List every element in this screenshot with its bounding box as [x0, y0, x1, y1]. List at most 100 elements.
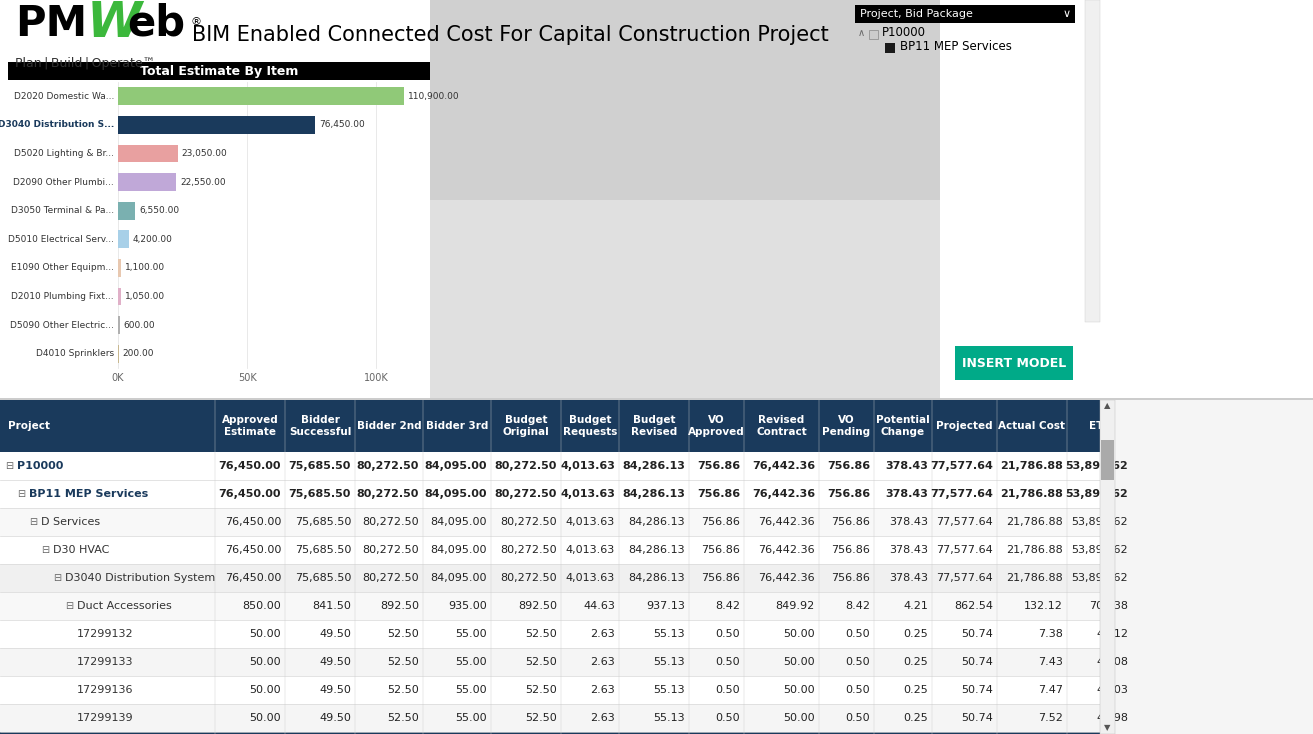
Text: BP11 MEP Services: BP11 MEP Services	[899, 40, 1012, 54]
Text: Total Estimate By Item: Total Estimate By Item	[139, 65, 298, 78]
Text: ®: ®	[190, 17, 201, 27]
Text: 756.86: 756.86	[697, 489, 741, 499]
Text: 17299132: 17299132	[77, 629, 134, 639]
Text: 4,013.63: 4,013.63	[566, 573, 614, 583]
Text: 53,898.62: 53,898.62	[1071, 517, 1128, 527]
Text: Potential
Change: Potential Change	[876, 415, 930, 437]
Text: 80,272.50: 80,272.50	[495, 489, 557, 499]
Text: Projected: Projected	[936, 421, 993, 431]
Text: 84,095.00: 84,095.00	[431, 517, 487, 527]
Text: 2.63: 2.63	[591, 685, 614, 695]
Text: 756.86: 756.86	[697, 461, 741, 471]
Text: 0.25: 0.25	[903, 685, 928, 695]
Text: 77,577.64: 77,577.64	[930, 461, 993, 471]
Text: 50.74: 50.74	[961, 657, 993, 667]
Text: D2020 Domestic Wa...: D2020 Domestic Wa...	[13, 92, 114, 101]
Text: 841.50: 841.50	[312, 601, 351, 611]
Text: 756.86: 756.86	[831, 517, 871, 527]
Text: ⊟: ⊟	[53, 573, 62, 583]
Text: 4,013.63: 4,013.63	[561, 461, 614, 471]
Text: D Services: D Services	[41, 517, 100, 527]
Text: D3040 Distribution S...: D3040 Distribution S...	[0, 120, 114, 129]
Bar	[118, 316, 119, 334]
Text: 42.03: 42.03	[1096, 685, 1128, 695]
Text: 84,095.00: 84,095.00	[431, 573, 487, 583]
Text: 100K: 100K	[364, 373, 389, 383]
Text: 892.50: 892.50	[379, 601, 419, 611]
Text: 17299136: 17299136	[77, 685, 134, 695]
Text: 55.13: 55.13	[654, 629, 685, 639]
Text: 55.00: 55.00	[456, 685, 487, 695]
Bar	[0, 452, 1100, 480]
Text: 0.50: 0.50	[716, 713, 741, 723]
Text: 0.25: 0.25	[903, 713, 928, 723]
Text: 52.50: 52.50	[387, 657, 419, 667]
Text: 4.21: 4.21	[903, 601, 928, 611]
Text: 84,095.00: 84,095.00	[424, 461, 487, 471]
Text: 76,450.00: 76,450.00	[225, 545, 281, 555]
Text: 935.00: 935.00	[448, 601, 487, 611]
Bar	[118, 259, 121, 277]
Text: 0.50: 0.50	[846, 685, 871, 695]
Bar	[429, 0, 940, 400]
Text: 21,786.88: 21,786.88	[1001, 489, 1064, 499]
Text: 75,685.50: 75,685.50	[289, 489, 351, 499]
Bar	[0, 536, 1100, 564]
Text: 756.86: 756.86	[701, 517, 741, 527]
Text: 849.92: 849.92	[776, 601, 815, 611]
Bar	[118, 173, 176, 191]
Text: 2.63: 2.63	[591, 713, 614, 723]
Text: 80,272.50: 80,272.50	[500, 573, 557, 583]
Text: 22,550.00: 22,550.00	[180, 178, 226, 186]
Text: 756.86: 756.86	[831, 545, 871, 555]
Text: 76,442.36: 76,442.36	[759, 573, 815, 583]
Text: 50.74: 50.74	[961, 713, 993, 723]
Text: 7.52: 7.52	[1039, 713, 1064, 723]
Bar	[118, 202, 135, 219]
Text: 1,050.00: 1,050.00	[125, 292, 165, 301]
Text: 77,577.64: 77,577.64	[930, 489, 993, 499]
Text: 80,272.50: 80,272.50	[495, 461, 557, 471]
Bar	[0, 564, 1100, 592]
Text: 80,272.50: 80,272.50	[362, 545, 419, 555]
Text: 0.50: 0.50	[716, 629, 741, 639]
Text: 378.43: 378.43	[889, 573, 928, 583]
Text: D3040 Distribution System: D3040 Distribution System	[66, 573, 215, 583]
Text: eb: eb	[127, 3, 185, 45]
Text: 50.00: 50.00	[249, 713, 281, 723]
Text: 41.98: 41.98	[1096, 713, 1128, 723]
Bar	[1085, 0, 1100, 322]
Text: 50K: 50K	[238, 373, 256, 383]
Text: W: W	[87, 0, 142, 47]
Bar	[0, 676, 1100, 704]
Text: ⊟: ⊟	[17, 489, 25, 499]
Text: Plan | Build | Operate™: Plan | Build | Operate™	[14, 57, 155, 70]
Text: 80,272.50: 80,272.50	[362, 517, 419, 527]
Bar	[118, 230, 129, 248]
Text: Budget
Revised: Budget Revised	[630, 415, 678, 437]
Text: 55.13: 55.13	[654, 713, 685, 723]
Bar	[8, 62, 429, 80]
Text: 709.38: 709.38	[1088, 601, 1128, 611]
Text: 52.50: 52.50	[387, 713, 419, 723]
Text: 84,286.13: 84,286.13	[622, 461, 685, 471]
Text: 76,442.36: 76,442.36	[752, 489, 815, 499]
Text: 937.13: 937.13	[646, 601, 685, 611]
Text: 7.47: 7.47	[1039, 685, 1064, 695]
Text: ▼: ▼	[1104, 724, 1111, 733]
Text: 892.50: 892.50	[519, 601, 557, 611]
Text: 80,272.50: 80,272.50	[357, 461, 419, 471]
Text: 53,898.62: 53,898.62	[1065, 489, 1128, 499]
Text: 55.00: 55.00	[456, 713, 487, 723]
Bar	[118, 288, 121, 305]
Bar	[118, 145, 177, 162]
Text: 52.50: 52.50	[525, 657, 557, 667]
Text: D5090 Other Electric...: D5090 Other Electric...	[11, 321, 114, 330]
Text: Project, Bid Package: Project, Bid Package	[860, 9, 973, 19]
Text: 49.50: 49.50	[319, 629, 351, 639]
Bar	[869, 30, 878, 39]
Text: 42.08: 42.08	[1096, 657, 1128, 667]
Text: 50.74: 50.74	[961, 629, 993, 639]
Text: VO
Approved: VO Approved	[688, 415, 744, 437]
Text: ⊟: ⊟	[5, 461, 13, 471]
